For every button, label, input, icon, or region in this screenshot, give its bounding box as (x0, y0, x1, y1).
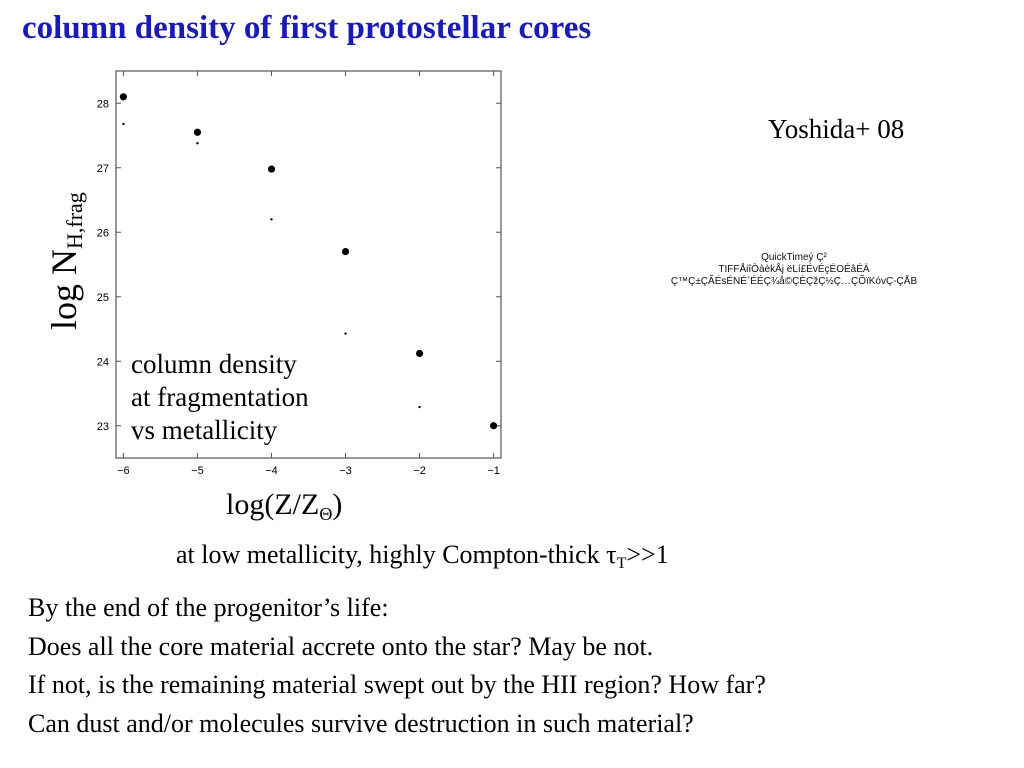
x-tick-label: −5 (191, 465, 204, 477)
body-line: Does all the core material accrete onto … (28, 631, 654, 661)
body-line: By the end of the progenitor’s life: (28, 593, 389, 622)
x-tick-label: −3 (339, 465, 352, 477)
compton-text: at low metallicity, highly Compton-thick (176, 540, 607, 569)
x-tick-label: −2 (413, 465, 426, 477)
data-point (270, 218, 273, 221)
body-line: Can dust and/or molecules survive destru… (28, 708, 694, 738)
data-point (344, 332, 347, 335)
compton-statement: at low metallicity, highly Compton-thick… (176, 540, 669, 573)
x-axis-label-tail: ) (332, 488, 343, 521)
y-tick-label: 25 (97, 292, 109, 304)
body-text: By the end of the progenitor’s life: Doe… (28, 589, 766, 743)
data-point (341, 248, 350, 256)
data-point (418, 405, 421, 409)
ticks-layer: −6 −5 −4 −3 −2 −1 23 24 25 26 27 28 (97, 71, 501, 477)
y-axis-label: log NH,frag (44, 192, 87, 330)
tau-symbol: τ (606, 540, 617, 569)
x-tick-label: −6 (117, 465, 130, 477)
x-tick-label: −1 (487, 465, 500, 477)
data-point (415, 349, 424, 358)
quicktime-line: TIFFÅiîÒàèkÅj ëLí£ÉvÉçÉOÉâÉÄ (718, 264, 870, 275)
x-axis-label: log(Z/ZΘ) (226, 488, 342, 525)
x-axis-label-main: log(Z/Z (226, 488, 320, 521)
data-point (193, 128, 202, 136)
points-layer (119, 93, 498, 430)
body-line: If not, is the remaining material swept … (28, 670, 766, 699)
quicktime-placeholder: QuickTimeý Ç² TIFFÅiîÒàèkÅj ëLí£ÉvÉçÉOÉâ… (594, 252, 994, 288)
y-tick-label: 28 (97, 98, 109, 110)
x-tick-label: −4 (265, 465, 278, 477)
plot-frame (115, 70, 502, 459)
y-axis-label-sub: H,frag (62, 192, 87, 249)
data-point (119, 93, 128, 101)
y-axis-label-main: log N (44, 249, 84, 330)
data-point (196, 142, 199, 145)
chart-annotation: column density at fragmentation vs metal… (131, 348, 309, 447)
data-point (267, 165, 276, 173)
y-tick-label: 24 (97, 356, 109, 368)
data-point (122, 122, 125, 126)
annotation-line: column density (131, 349, 297, 379)
quicktime-line: Ç™Ç±ÇÃÉsÉNÉ`ÉÉÇ¾å©ÇÈÇžÇ½Ç…ÇÕïKóvÇ-ÇÅB (670, 276, 918, 287)
compton-tail: >>1 (626, 540, 669, 569)
x-axis-label-sub: Θ (319, 504, 333, 524)
y-tick-label: 26 (97, 227, 109, 239)
data-point (489, 422, 498, 430)
y-tick-label: 23 (97, 421, 109, 433)
annotation-line: at fragmentation (131, 382, 309, 412)
quicktime-line: QuickTimeý Ç² (761, 252, 827, 263)
annotation-line: vs metallicity (131, 415, 278, 445)
tau-subscript: T (616, 555, 627, 572)
slide-title: column density of first protostellar cor… (22, 10, 592, 46)
citation-credit: Yoshida+ 08 (768, 114, 905, 144)
y-tick-label: 27 (97, 163, 109, 175)
